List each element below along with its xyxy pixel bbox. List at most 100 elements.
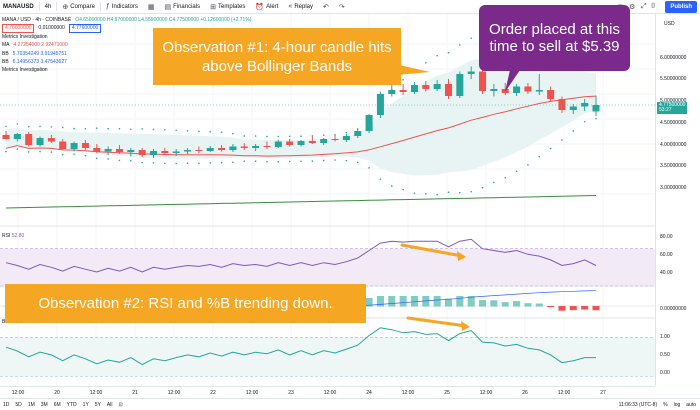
outer-band-dot (356, 161, 359, 164)
log-toggle[interactable]: log (673, 402, 681, 408)
time-tick: 22 (210, 390, 216, 396)
oscillator-bar (422, 296, 430, 307)
rsi-pane-legend[interactable]: RSI 52.80 (2, 233, 24, 239)
pctb-trend-arrow-head (461, 321, 470, 331)
indicators-icon: ƒ (105, 3, 110, 10)
outer-band-dot (277, 135, 280, 138)
range-ytd[interactable]: YTD (66, 401, 77, 408)
price-tick: 4.50000000 (660, 120, 687, 126)
symbol-search[interactable]: MANAUSD (3, 3, 34, 10)
candle-body (286, 141, 294, 145)
legend-study-row[interactable]: MA 4.27254000 2.92471000 (2, 41, 251, 49)
alert-label: Alert (266, 3, 279, 10)
time-tick: 12:00 (11, 390, 25, 396)
candle-body (218, 148, 226, 150)
oscillator-bar (365, 297, 373, 307)
candle-body (354, 131, 362, 136)
time-axis[interactable]: 12:00 20 12:00 21 12:00 22 12:00 23 12:00 24 12:00… (0, 386, 655, 398)
candle-body (195, 150, 203, 151)
undo-button[interactable]: ↶ (318, 0, 334, 14)
candle-body (252, 146, 260, 148)
layout-button[interactable]: ▦ (143, 0, 160, 14)
outer-band-dot (141, 161, 143, 164)
outer-band-dot (73, 127, 75, 130)
currency-label[interactable]: USD (664, 21, 675, 27)
range-5y[interactable]: 5Y (94, 401, 101, 408)
clock-time[interactable]: 11:06:33 (UTC-8) (618, 402, 658, 408)
financials-button[interactable]: ▤ Financials (159, 0, 205, 14)
outer-band-dot (254, 160, 257, 162)
auto-toggle[interactable]: auto (686, 402, 696, 408)
alert-button[interactable]: ⏰ Alert (250, 0, 283, 14)
legend-trade-row: 4.76600000 0.01000000 4.77600000 (2, 24, 251, 33)
bar-countdown: 53:27 (659, 107, 672, 113)
templates-label: Templates (217, 3, 246, 10)
range-3m[interactable]: 3M (40, 401, 48, 408)
outer-band-dot (118, 159, 121, 162)
time-tick: 23 (288, 390, 294, 396)
study-values: 4.27254000 2.92471000 (13, 42, 68, 49)
observation-1-annotation: Observation #1: 4-hour candle hits above… (153, 28, 401, 85)
candle-body (81, 143, 89, 148)
range-6m[interactable]: 6M (53, 401, 61, 408)
range-all[interactable]: All (106, 401, 113, 408)
snapshot-button[interactable]: ⌷ (646, 0, 660, 14)
compare-label: Compare (70, 3, 95, 10)
range-1m[interactable]: 1M (27, 401, 35, 408)
oscillator-bar (410, 296, 418, 307)
legend-study-row[interactable]: BB 5.70354249 3.91945751 (2, 50, 251, 58)
price-axis[interactable]: USD 6.00000000 5.50000000 5.00000000 4.7… (655, 14, 700, 386)
outer-band-dot (390, 185, 393, 187)
candle-body (569, 106, 577, 110)
outer-band-dot (175, 162, 177, 165)
candle-body (308, 141, 316, 143)
buy-price-button[interactable]: 4.77600000 (68, 24, 102, 33)
outer-band-dot (322, 159, 325, 162)
outer-band-dot (5, 150, 7, 153)
replay-icon: « (288, 3, 293, 10)
interval-selector[interactable]: 4h (44, 3, 52, 10)
percent-toggle[interactable]: % (663, 402, 668, 408)
candle-body (274, 141, 282, 147)
outer-band-dot (447, 191, 450, 193)
candle-body (331, 139, 339, 140)
oscillator-bar (558, 306, 566, 311)
outer-band-dot (27, 125, 30, 128)
legend-study-row[interactable]: Metrics Investigation (2, 66, 251, 74)
publish-button[interactable]: Publish (665, 1, 697, 13)
range-5d[interactable]: 5D (15, 401, 22, 408)
candle-body (25, 134, 33, 145)
fullscreen-button[interactable]: ⤢ (636, 0, 652, 14)
legend-study-row[interactable]: Metrics Investigation (2, 33, 251, 41)
outer-band-dot (266, 135, 268, 138)
legend-study-row[interactable]: BB 6.14956373 3.47543627 (2, 58, 251, 66)
indicators-button[interactable]: ƒ Indicators (101, 0, 143, 14)
candle-body (115, 149, 123, 152)
pctb-tick: 0.50 (660, 352, 670, 358)
outer-band-dot (232, 161, 234, 163)
outer-band-dot (595, 117, 597, 120)
outer-band-dot (73, 153, 75, 155)
rsi-tick: 40.00 (660, 270, 673, 276)
compare-button[interactable]: ⊕ Compare (57, 0, 100, 14)
templates-button[interactable]: ⊞ Templates (205, 0, 250, 14)
settings-button[interactable]: ⚙ (624, 0, 640, 14)
outer-band-dot (572, 130, 575, 132)
candle-body (104, 149, 112, 152)
financials-label: Financials (173, 3, 201, 10)
redo-button[interactable]: ↷ (334, 0, 350, 14)
oscillator-bar (490, 300, 498, 307)
replay-button[interactable]: « Replay (283, 0, 318, 14)
outer-band-dot (345, 159, 348, 162)
outer-band-dot (232, 132, 234, 135)
outer-band-dot (300, 160, 302, 163)
range-1y[interactable]: 1Y (82, 401, 89, 408)
sell-price-button[interactable]: 4.76600000 (2, 24, 35, 33)
rsi-value: 52.80 (11, 233, 25, 239)
candle-body (422, 85, 430, 89)
time-tick: 25 (444, 390, 450, 396)
date-range-icon[interactable]: ⊡ (118, 401, 123, 408)
range-1d[interactable]: 1D (3, 401, 10, 408)
candle-body (149, 151, 158, 155)
candle-body (161, 151, 169, 153)
